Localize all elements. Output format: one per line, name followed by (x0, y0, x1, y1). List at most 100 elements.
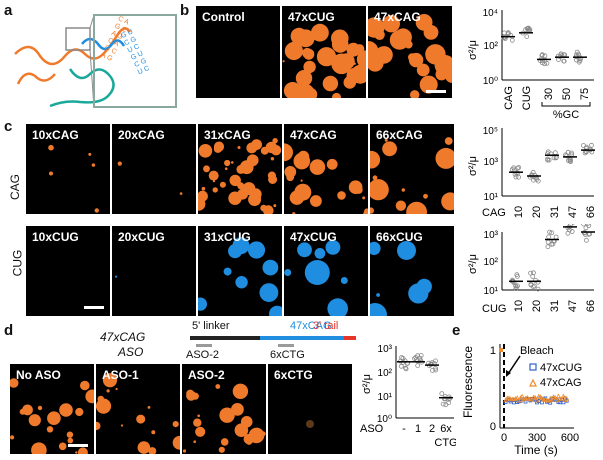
image-label: 6xCTG (274, 368, 313, 382)
data-point (442, 394, 448, 399)
droplet (117, 161, 122, 166)
chart-b-points (501, 25, 587, 67)
droplet (394, 28, 412, 46)
data-point (589, 142, 594, 148)
droplet (267, 171, 276, 180)
droplet (234, 423, 249, 437)
droplet (96, 398, 112, 414)
chart-b: σ²/μ 10⁴ 10² 10⁰ CAG CUG 30 50 75 %GC (467, 8, 594, 120)
droplet (322, 75, 339, 92)
droplet (370, 241, 381, 255)
chart-c-cug-xtick: 66 (585, 300, 597, 312)
data-point (524, 34, 530, 39)
droplet (58, 442, 67, 451)
frap-point (549, 397, 555, 402)
droplet (270, 145, 282, 156)
image-b-47xcag: 47xCAG (368, 6, 452, 98)
droplet (260, 146, 269, 155)
frap-point (534, 397, 540, 403)
chart-d-ylabel: σ²/μ (361, 374, 373, 394)
droplet (212, 179, 216, 183)
chart-c-cug-ytick: 10³ (484, 230, 499, 241)
droplet (259, 283, 279, 302)
droplet (304, 260, 330, 285)
chart-c-cag-xtick: 66 (585, 206, 597, 218)
data-point (433, 365, 438, 371)
droplet (408, 283, 429, 304)
data-point (527, 27, 533, 32)
scale-bar (426, 90, 446, 93)
droplet (292, 212, 296, 214)
chart-b-xtick: 75 (579, 88, 591, 100)
frap-point (529, 396, 535, 402)
data-point (561, 58, 567, 64)
data-point (553, 234, 559, 240)
droplet (193, 440, 196, 443)
data-point (545, 157, 551, 163)
image-d-no-aso: No ASO (10, 364, 94, 454)
chart-e-ytick: 0 (490, 421, 496, 433)
chart-c-cug-ytick: 10¹ (484, 286, 499, 297)
cag-bar (260, 336, 344, 340)
droplet (401, 188, 405, 192)
data-point (509, 37, 515, 43)
droplet (370, 207, 374, 214)
droplet (444, 137, 453, 145)
data-point (443, 402, 449, 408)
frap-point (539, 395, 545, 401)
droplet (223, 267, 232, 276)
linker-bar (190, 336, 260, 340)
droplet (284, 41, 303, 61)
droplet (353, 62, 356, 65)
chart-c-cag-ytick: 10⁵ (483, 126, 498, 137)
chart-d-points (397, 352, 453, 408)
image-label: No ASO (16, 368, 61, 382)
ctg-mark (278, 344, 294, 347)
droplet (272, 138, 278, 144)
chart-d-xtick: 6x (440, 423, 452, 435)
droplet (106, 389, 110, 393)
droplet (284, 143, 293, 162)
data-point (531, 177, 536, 183)
droplet (66, 431, 74, 438)
data-point (565, 230, 571, 236)
scale-bar (84, 306, 104, 309)
data-point (583, 225, 589, 231)
droplet (314, 248, 326, 259)
legend-label-cag: 47xCAG (540, 377, 582, 389)
droplets (370, 137, 454, 214)
data-point (586, 224, 592, 228)
frap-point (564, 398, 569, 403)
droplet (232, 237, 250, 255)
chart-e-points (499, 348, 570, 405)
droplet (197, 414, 200, 418)
data-point (566, 158, 571, 164)
data-point (584, 237, 589, 243)
data-point (569, 150, 574, 156)
tail-bar (344, 336, 356, 340)
chart-c-cag-axis-label: CAG (482, 207, 506, 219)
data-point (398, 363, 404, 369)
droplet (198, 144, 213, 158)
droplets (115, 275, 118, 278)
image-label: ASO-1 (102, 368, 139, 382)
droplet (220, 438, 229, 446)
data-point (547, 229, 552, 235)
aso-2-mark-label: ASO-2 (186, 349, 220, 361)
droplet (355, 44, 365, 54)
aso-label: ASO (118, 345, 144, 359)
data-point (515, 274, 520, 279)
droplet (376, 293, 380, 297)
image-c-10xcag: 10xCAG (26, 124, 110, 214)
chart-c-cug-xtick: 31 (549, 300, 561, 312)
droplet (316, 47, 337, 67)
data-point (516, 174, 521, 180)
droplet (370, 150, 381, 169)
droplet (219, 181, 226, 188)
image-label: 47xCUG (288, 10, 335, 24)
bleach-arrow (507, 355, 521, 375)
data-point (581, 143, 586, 148)
image-b-47xcug: 47xCUG (282, 6, 366, 98)
droplet (297, 150, 310, 163)
droplet (49, 171, 53, 176)
